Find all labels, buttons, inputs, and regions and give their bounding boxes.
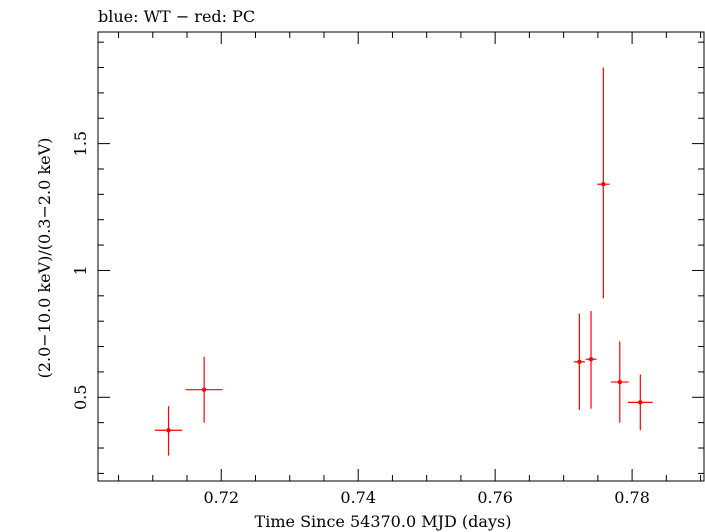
data-points bbox=[154, 67, 653, 456]
point-marker bbox=[638, 400, 643, 405]
axis-ticks: 0.72 0.74 0.76 0.78 0.5 1 1.5 bbox=[71, 32, 704, 507]
y-tick-label: 0.5 bbox=[71, 385, 90, 410]
x-tick-label: 0.76 bbox=[477, 488, 513, 507]
x-tick-label: 0.78 bbox=[614, 488, 650, 507]
data-point bbox=[154, 406, 183, 456]
point-marker bbox=[588, 357, 594, 362]
y-tick-label: 1.5 bbox=[71, 131, 90, 156]
plot-frame bbox=[97, 31, 705, 482]
data-point bbox=[573, 313, 585, 410]
x-tick-label: 0.74 bbox=[340, 488, 376, 507]
data-point bbox=[597, 67, 610, 299]
point-marker bbox=[201, 387, 207, 392]
point-marker bbox=[617, 379, 622, 385]
data-point bbox=[610, 341, 629, 423]
data-point bbox=[585, 311, 597, 409]
point-marker bbox=[577, 359, 582, 364]
point-marker bbox=[601, 182, 606, 187]
data-point bbox=[627, 374, 653, 431]
x-tick-label: 0.72 bbox=[203, 488, 239, 507]
x-axis-label: Time Since 54370.0 MJD (days) bbox=[255, 512, 512, 531]
chart-title: blue: WT − red: PC bbox=[98, 7, 255, 26]
data-point bbox=[185, 356, 223, 423]
point-marker bbox=[166, 428, 171, 433]
y-axis-label: (2.0−10.0 keV)/(0.3−2.0 keV) bbox=[35, 138, 54, 379]
y-tick-label: 1 bbox=[71, 265, 90, 275]
